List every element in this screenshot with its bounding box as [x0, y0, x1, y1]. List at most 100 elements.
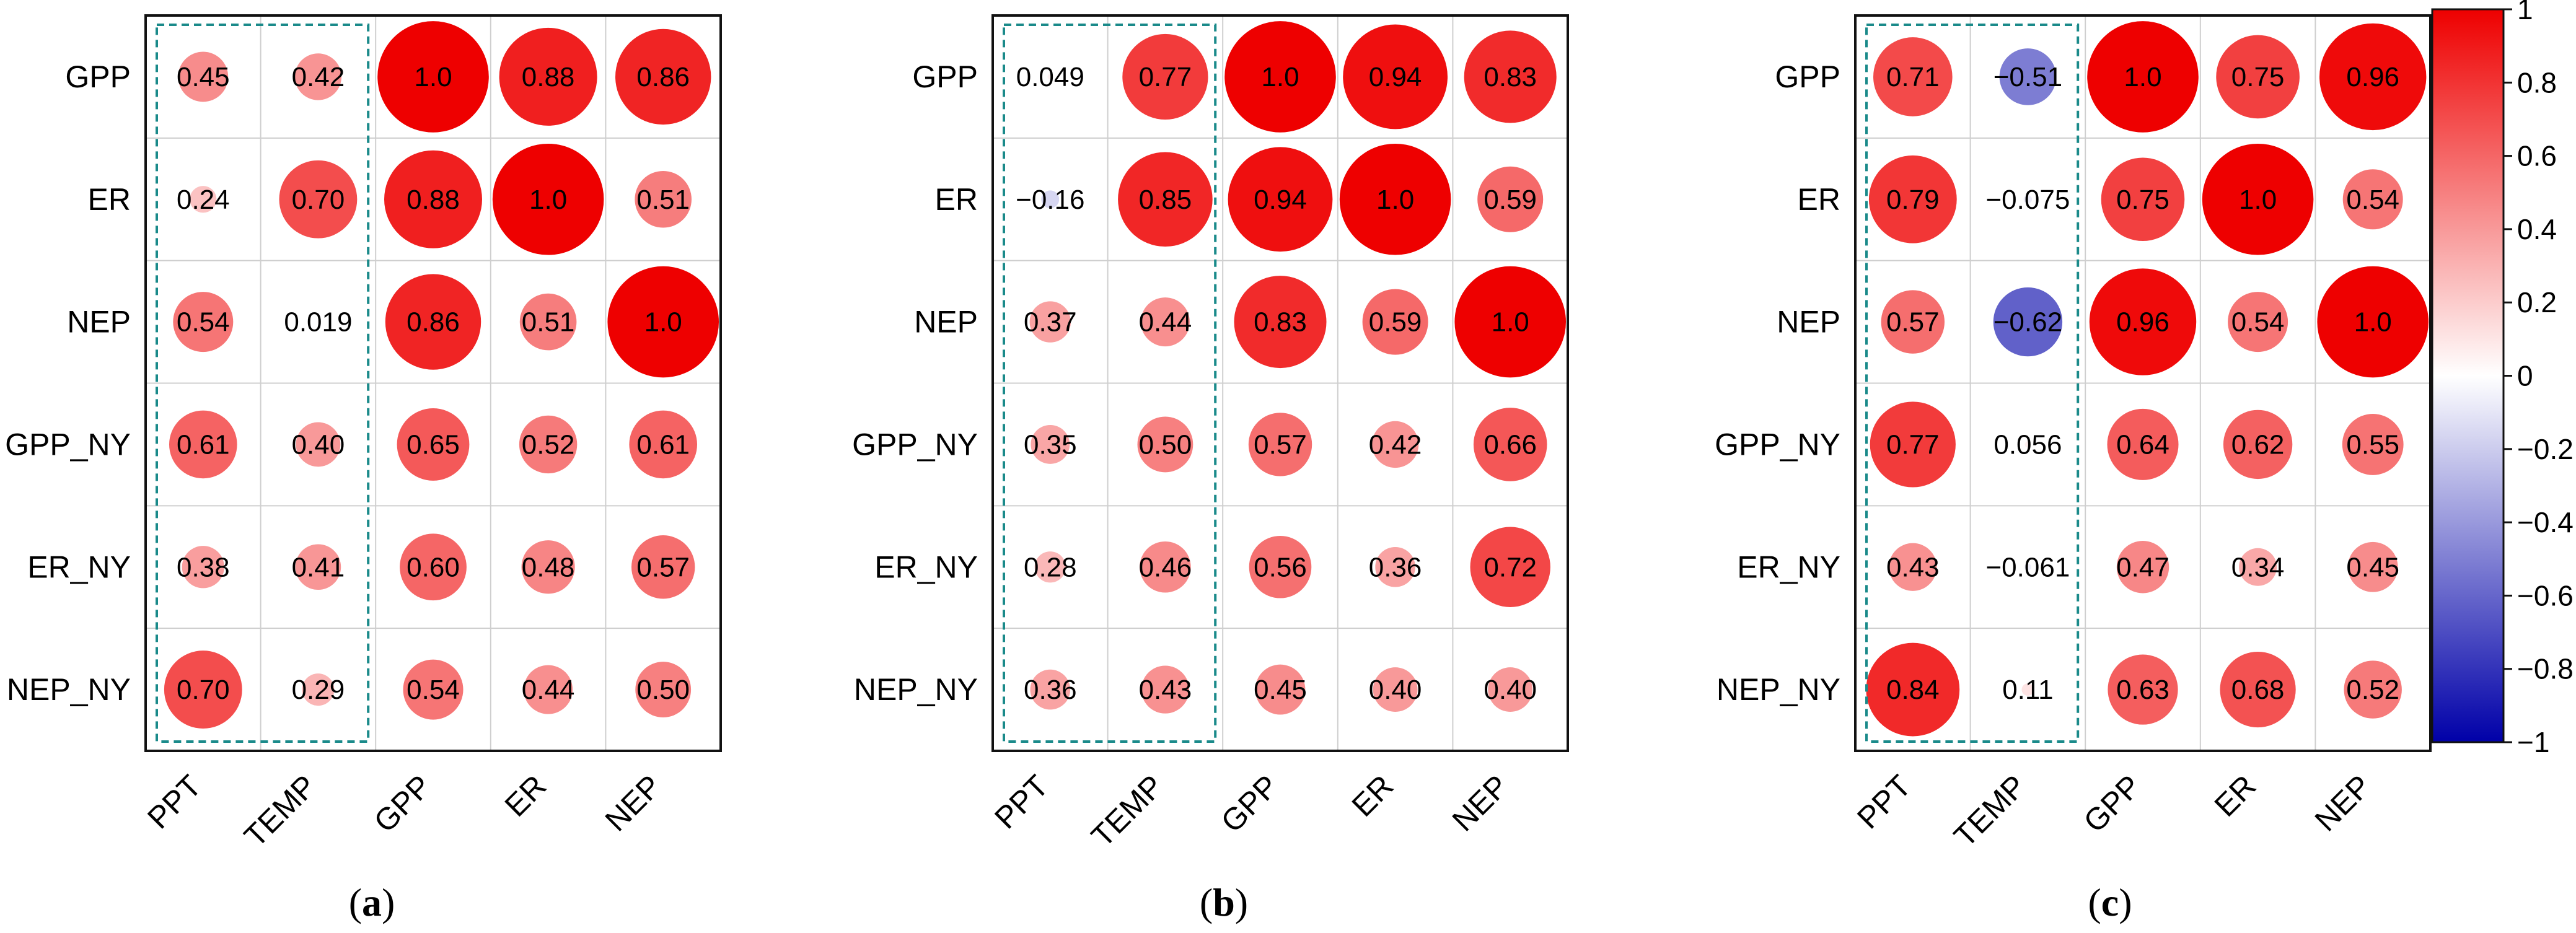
- correlation-circle: [1234, 276, 1327, 369]
- correlation-circle: [2342, 169, 2403, 230]
- correlation-circle: [2108, 654, 2178, 725]
- correlation-value: 0.42: [1369, 429, 1422, 460]
- correlation-value: 0.56: [1254, 552, 1307, 582]
- row-label: ER: [1798, 182, 1840, 217]
- colorbar: 1 0.8 0.6 0.4 0.2 0 −0.2 −0.4 −0.6 −0.8 −1: [2431, 0, 2574, 758]
- correlation-value: −0.51: [1994, 62, 2062, 92]
- panel-caption: (a): [349, 880, 395, 924]
- correlation-circle: [2347, 541, 2398, 592]
- correlation-circle: [1375, 546, 1415, 587]
- correlation-circle: [2116, 541, 2169, 594]
- correlation-value: 0.61: [177, 429, 230, 460]
- correlation-value: 0.38: [177, 552, 230, 582]
- correlation-value: 0.57: [1254, 429, 1307, 460]
- correlation-circle: [1993, 287, 2063, 357]
- correlation-circle: [403, 659, 464, 720]
- correlation-circle: [2087, 21, 2199, 133]
- correlation-circle: [377, 21, 489, 133]
- correlation-value: 0.96: [2116, 307, 2169, 338]
- row-label: GPP_NY: [852, 427, 978, 462]
- correlation-value: 0.60: [407, 552, 460, 582]
- correlation-value: 0.46: [1139, 552, 1192, 582]
- colorbar-tick-label: 0.8: [2517, 66, 2557, 99]
- column-label: TEMP: [237, 768, 323, 854]
- correlation-value: 0.019: [284, 307, 352, 338]
- row-label: NEP_NY: [7, 672, 131, 707]
- plot-frame: [144, 14, 722, 752]
- correlation-value: 0.83: [1484, 62, 1537, 92]
- correlation-circle: [1343, 24, 1448, 129]
- row-label: ER_NY: [874, 550, 978, 584]
- correlation-circle: [400, 533, 467, 601]
- correlation-circle: [1224, 21, 1336, 133]
- correlation-circle: [1047, 74, 1053, 80]
- correlation-circle: [1031, 425, 1070, 464]
- column-label: TEMP: [1947, 768, 2033, 854]
- colorbar-tick-label: −0.8: [2517, 653, 2574, 685]
- correlation-circle: [1030, 669, 1071, 710]
- correlation-circle: [1362, 289, 1428, 355]
- correlation-circle: [2344, 660, 2402, 719]
- correlation-value: 0.54: [407, 675, 460, 705]
- correlation-value: 0.54: [2231, 307, 2285, 338]
- correlation-value: 0.28: [1024, 552, 1077, 582]
- correlation-circle: [294, 53, 342, 100]
- correlation-value: 0.40: [1369, 675, 1422, 705]
- correlation-circle: [295, 544, 341, 590]
- panel-caption-letter: b: [1213, 880, 1235, 924]
- correlation-circle: [1228, 147, 1333, 252]
- correlation-circle: [2223, 410, 2293, 480]
- correlation-value: 1.0: [414, 62, 452, 92]
- correlation-value: 0.52: [522, 429, 575, 460]
- correlation-circle: [1122, 33, 1208, 120]
- column-label: PPT: [141, 768, 208, 835]
- correlation-circle: [631, 535, 695, 599]
- correlation-value: 0.45: [1254, 675, 1307, 705]
- correlation-circle: [1477, 166, 1544, 232]
- column-label: ER: [498, 768, 553, 823]
- correlation-value: 0.51: [522, 307, 575, 338]
- correlation-value: 0.86: [636, 62, 690, 92]
- row-label: GPP_NY: [1715, 427, 1840, 462]
- correlation-circle: [2023, 195, 2033, 204]
- colorbar-tick-label: 1: [2517, 0, 2533, 25]
- correlation-value: 1.0: [529, 185, 567, 215]
- panel-caption: (b): [1200, 880, 1248, 924]
- correlation-value: −0.061: [1985, 552, 2070, 582]
- correlation-circle: [173, 292, 234, 353]
- correlation-circle: [1255, 664, 1306, 715]
- correlation-value: 0.45: [177, 62, 230, 92]
- plot-frame: [991, 14, 1569, 752]
- correlation-circle: [169, 410, 237, 479]
- correlation-circle: [524, 665, 573, 714]
- correlation-value: −0.16: [1016, 185, 1084, 215]
- correlation-circle: [178, 51, 229, 102]
- correlation-value: 0.75: [2116, 185, 2169, 215]
- correlation-value: 0.72: [1484, 552, 1537, 582]
- correlation-value: 1.0: [1261, 62, 1299, 92]
- correlation-value: 0.79: [1886, 185, 1940, 215]
- correlation-value: 0.57: [1886, 307, 1940, 338]
- correlation-panel-b: 0.049 0.77 1.0 0.94 0.83 −0.16 0.85 0.94 1.0 0.59…: [852, 14, 1569, 924]
- correlation-panel-c: 0.71 −0.51 1.0 0.75 0.96 0.79 −0.075 0.75 1.0 0.5…: [1715, 14, 2432, 924]
- correlation-value: 0.57: [636, 552, 690, 582]
- correlation-value: 0.77: [1886, 429, 1940, 460]
- correlation-circle: [2239, 548, 2277, 586]
- colorbar-tick-label: −0.2: [2517, 433, 2574, 465]
- correlation-circle: [1339, 143, 1451, 255]
- panel-caption-letter: a: [362, 880, 382, 924]
- correlation-circle: [1889, 543, 1937, 591]
- correlation-value: 0.52: [2346, 675, 2399, 705]
- correlation-value: 0.86: [407, 307, 460, 338]
- correlation-value: 0.35: [1024, 429, 1077, 460]
- correlation-circle: [1870, 401, 1956, 488]
- row-label: NEP: [1777, 305, 1840, 339]
- correlation-circle: [182, 546, 224, 589]
- correlation-panel-a: 0.45 0.42 1.0 0.88 0.86 0.24 0.70 0.88 1.0 0.51 0.…: [5, 14, 722, 924]
- correlation-circle: [1140, 297, 1190, 347]
- correlation-value: 0.40: [292, 429, 345, 460]
- colorbar-tick-label: 0.2: [2517, 286, 2557, 318]
- correlation-circle: [385, 274, 481, 370]
- correlation-value: 1.0: [1492, 307, 1529, 338]
